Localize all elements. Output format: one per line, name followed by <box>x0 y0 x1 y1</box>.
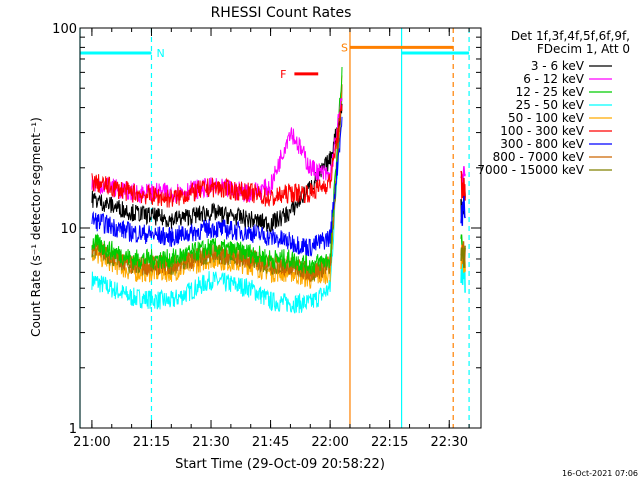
legend-label-4: 50 - 100 keV <box>508 111 585 125</box>
legend-label-5: 100 - 300 keV <box>500 124 584 138</box>
annotation-label-s: S <box>341 41 348 54</box>
x-tick-label: 21:30 <box>192 435 229 450</box>
legend-header-line-1: Det 1f,3f,4f,5f,6f,9f, <box>511 29 630 43</box>
x-axis-label: Start Time (29-Oct-09 20:58:22) <box>175 457 385 472</box>
series-line-5 <box>91 104 343 208</box>
y-tick-label: 10 <box>60 222 77 237</box>
annotation-label-n: N <box>156 47 164 60</box>
plot-area: N S F <box>79 28 470 428</box>
chart-title: RHESSI Count Rates <box>211 5 352 21</box>
y-axis-label: Count Rate (s⁻¹ detector segment⁻¹) <box>29 117 43 337</box>
legend-label-1: 6 - 12 keV <box>523 72 585 86</box>
legend-label-7: 800 - 7000 keV <box>493 150 585 164</box>
series-line-2 <box>91 66 343 275</box>
y-tick-label: 100 <box>52 22 77 37</box>
x-tick-label: 22:00 <box>311 435 348 450</box>
series-line-3 <box>91 84 343 314</box>
legend-label-3: 25 - 50 keV <box>516 98 585 112</box>
x-tick-label: 21:15 <box>133 435 170 450</box>
legend-label-0: 3 - 6 keV <box>531 59 585 73</box>
late-segment-8 <box>460 245 466 268</box>
late-segment-5 <box>460 170 466 201</box>
series-line-0 <box>91 103 343 233</box>
late-segment-6 <box>460 196 466 226</box>
y-tick-label: 1 <box>69 422 77 437</box>
x-tick-label: 22:30 <box>431 435 468 450</box>
legend-header-line-2: FDecim 1, Att 0 <box>537 42 630 56</box>
legend-label-6: 300 - 800 keV <box>500 137 584 151</box>
annotation-label-f: F <box>280 68 286 81</box>
legend: Det 1f,3f,4f,5f,6f,9f, FDecim 1, Att 0 3… <box>477 29 630 177</box>
axes: 21:00 21:15 21:30 21:45 22:00 22:15 22:30 1 10 10… <box>52 22 482 450</box>
series-line-6 <box>91 116 343 257</box>
legend-label-2: 12 - 25 keV <box>516 85 585 99</box>
legend-label-8: 7000 - 15000 keV <box>477 163 584 177</box>
timestamp: 16-Oct-2021 07:06 <box>562 469 638 478</box>
x-tick-label: 21:45 <box>252 435 289 450</box>
x-tick-label: 21:00 <box>73 435 110 450</box>
x-tick-label: 22:15 <box>371 435 408 450</box>
